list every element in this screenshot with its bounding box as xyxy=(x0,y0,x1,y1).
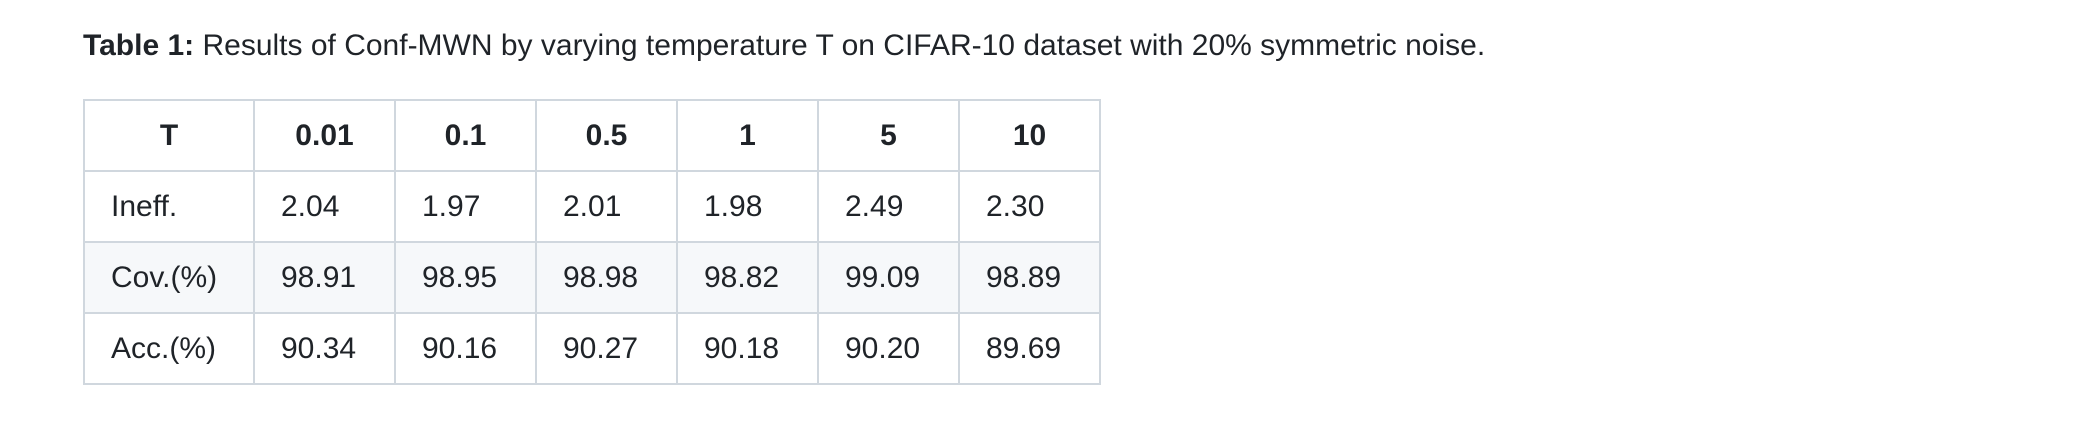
header-cell-1: 1 xyxy=(676,99,819,172)
table-cell: 99.09 xyxy=(817,241,960,314)
table-row-acc: Acc.(%) 90.34 90.16 90.27 90.18 90.20 89… xyxy=(83,312,1101,385)
table-cell: 90.16 xyxy=(394,312,537,385)
table-cell: 98.98 xyxy=(535,241,678,314)
table-cell: 2.01 xyxy=(535,170,678,243)
header-cell-0.5: 0.5 xyxy=(535,99,678,172)
caption-text: Results of Conf-MWN by varying temperatu… xyxy=(194,29,1486,62)
caption-label: Table 1: xyxy=(83,29,195,62)
table-cell: 98.82 xyxy=(676,241,819,314)
header-row: T 0.01 0.1 0.5 1 5 10 xyxy=(83,99,1101,172)
header-cell-5: 5 xyxy=(817,99,960,172)
header-cell-10: 10 xyxy=(958,99,1101,172)
table-cell: 1.98 xyxy=(676,170,819,243)
results-table: T 0.01 0.1 0.5 1 5 10 Ineff. 2.04 1.97 2… xyxy=(83,99,1101,385)
table-cell: 98.91 xyxy=(253,241,396,314)
table-caption: Table 1: Results of Conf-MWN by varying … xyxy=(83,26,1485,66)
row-label: Cov.(%) xyxy=(83,241,255,314)
table-cell: 98.95 xyxy=(394,241,537,314)
table-cell: 90.27 xyxy=(535,312,678,385)
table-row-ineff: Ineff. 2.04 1.97 2.01 1.98 2.49 2.30 xyxy=(83,170,1101,243)
table-cell: 89.69 xyxy=(958,312,1101,385)
table-cell: 2.49 xyxy=(817,170,960,243)
table-cell: 1.97 xyxy=(394,170,537,243)
header-cell-t: T xyxy=(83,99,255,172)
row-label: Ineff. xyxy=(83,170,255,243)
table-cell: 2.04 xyxy=(253,170,396,243)
table-row-cov: Cov.(%) 98.91 98.95 98.98 98.82 99.09 98… xyxy=(83,241,1101,314)
header-cell-0.01: 0.01 xyxy=(253,99,396,172)
row-label: Acc.(%) xyxy=(83,312,255,385)
table-cell: 98.89 xyxy=(958,241,1101,314)
table-cell: 90.34 xyxy=(253,312,396,385)
table-cell: 90.18 xyxy=(676,312,819,385)
header-cell-0.1: 0.1 xyxy=(394,99,537,172)
table-cell: 90.20 xyxy=(817,312,960,385)
table-cell: 2.30 xyxy=(958,170,1101,243)
